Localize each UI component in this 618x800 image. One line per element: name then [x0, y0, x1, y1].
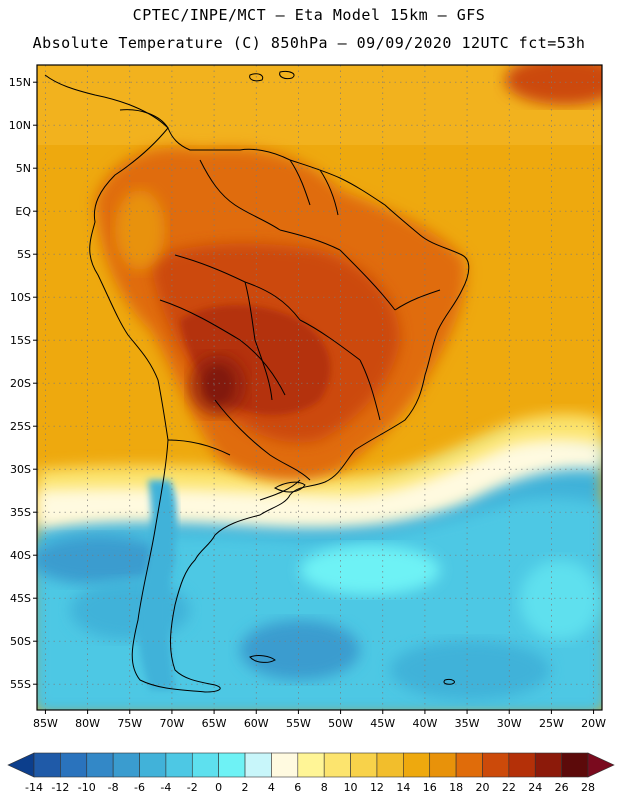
temperature-field	[37, 65, 602, 710]
colorbar-label: -8	[108, 781, 119, 794]
colorbar-swatch	[244, 752, 272, 778]
colorbar-label: -10	[78, 781, 96, 794]
lon-tick-label: 25W	[539, 717, 564, 730]
lon-tick-label: 80W	[75, 717, 100, 730]
colorbar-high-triangle	[587, 752, 615, 778]
lon-tick-label: 60W	[244, 717, 269, 730]
graticule	[37, 65, 602, 710]
lat-tick-label: 40S	[10, 549, 31, 562]
lat-tick-label: 15N	[9, 76, 31, 89]
map-frame	[36, 64, 603, 711]
colorbar-label: 22	[502, 781, 516, 794]
colorbar-label: -12	[51, 781, 69, 794]
colorbar-label: 20	[475, 781, 489, 794]
lat-tick-label: 35S	[10, 506, 31, 519]
colorbar-swatch	[165, 752, 193, 778]
colorbar-swatch	[191, 752, 219, 778]
colorbar-swatch	[33, 752, 61, 778]
colorbar-swatch	[376, 752, 404, 778]
colorbar-label: -14	[25, 781, 43, 794]
lat-tick-label: 55S	[10, 678, 31, 691]
colorbar-label: 24	[528, 781, 542, 794]
lat-tick-label: 10S	[10, 291, 31, 304]
colorbar-swatch	[350, 752, 378, 778]
colorbar-label: -2	[187, 781, 198, 794]
colorbar-low-triangle	[7, 752, 35, 778]
colorbar: -14 -12 -10 -8 -6 -4 -2 0 2 4 6 8 10 12 14 16 18 20 22 24 26…	[7, 752, 615, 794]
lat-tick-label: 25S	[10, 420, 31, 433]
colorbar-swatch	[455, 752, 483, 778]
lat-tick-label: 50S	[10, 635, 31, 648]
lat-tick-label: 20S	[10, 377, 31, 390]
colorbar-swatch	[482, 752, 510, 778]
title-line-1: CPTEC/INPE/MCT – Eta Model 15km – GFS	[132, 6, 486, 24]
colorbar-label: 4	[268, 781, 275, 794]
colorbar-swatch	[271, 752, 299, 778]
colorbar-swatch	[534, 752, 562, 778]
lon-tick-label: 70W	[159, 717, 184, 730]
lon-tick-label: 35W	[455, 717, 480, 730]
colorbar-swatch	[297, 752, 325, 778]
lat-tick-label: 15S	[10, 334, 31, 347]
colorbar-label: 26	[555, 781, 569, 794]
colorbar-swatch	[561, 752, 589, 778]
lat-tick-label: 5N	[16, 162, 31, 175]
coastlines	[44, 71, 470, 693]
lat-tick-label: 10N	[9, 119, 31, 132]
colorbar-swatch	[403, 752, 431, 778]
colorbar-swatch	[218, 752, 246, 778]
colorbar-label: 12	[370, 781, 384, 794]
lon-tick-label: 85W	[33, 717, 58, 730]
colorbar-swatch	[323, 752, 351, 778]
colorbar-label: 14	[396, 781, 410, 794]
latitude-axis: 15N 10N 5N EQ 5S 10S 15S 20S 25S 30S 35S 40S 45S 50S 5…	[9, 76, 37, 691]
colorbar-label: 2	[242, 781, 249, 794]
colorbar-label: 10	[344, 781, 358, 794]
colorbar-label: 8	[321, 781, 328, 794]
colorbar-label: 0	[215, 781, 222, 794]
colorbar-label: 6	[294, 781, 301, 794]
longitude-axis: 85W 80W 75W 70W 65W 60W 55W 50W 45W 40W 35W 30W 25W 2…	[33, 710, 606, 730]
lon-tick-label: 55W	[286, 717, 311, 730]
lon-tick-label: 50W	[328, 717, 353, 730]
lat-tick-label: EQ	[15, 205, 31, 218]
colorbar-label: 18	[449, 781, 463, 794]
lon-tick-label: 45W	[370, 717, 395, 730]
colorbar-swatch	[429, 752, 457, 778]
lon-tick-label: 20W	[581, 717, 606, 730]
lon-tick-label: 75W	[117, 717, 142, 730]
colorbar-swatch	[86, 752, 114, 778]
lat-tick-label: 45S	[10, 592, 31, 605]
colorbar-swatch	[139, 752, 167, 778]
lat-tick-label: 5S	[17, 248, 31, 261]
colorbar-swatch	[508, 752, 536, 778]
colorbar-label: 16	[423, 781, 437, 794]
title-line-2: Absolute Temperature (C) 850hPa – 09/09/…	[32, 34, 586, 52]
colorbar-swatch	[112, 752, 140, 778]
colorbar-label: -6	[134, 781, 145, 794]
colorbar-label: 28	[581, 781, 595, 794]
colorbar-swatch	[60, 752, 88, 778]
colorbar-label: -4	[160, 781, 171, 794]
lon-tick-label: 30W	[497, 717, 522, 730]
lon-tick-label: 65W	[202, 717, 227, 730]
lon-tick-label: 40W	[412, 717, 437, 730]
lat-tick-label: 30S	[10, 463, 31, 476]
